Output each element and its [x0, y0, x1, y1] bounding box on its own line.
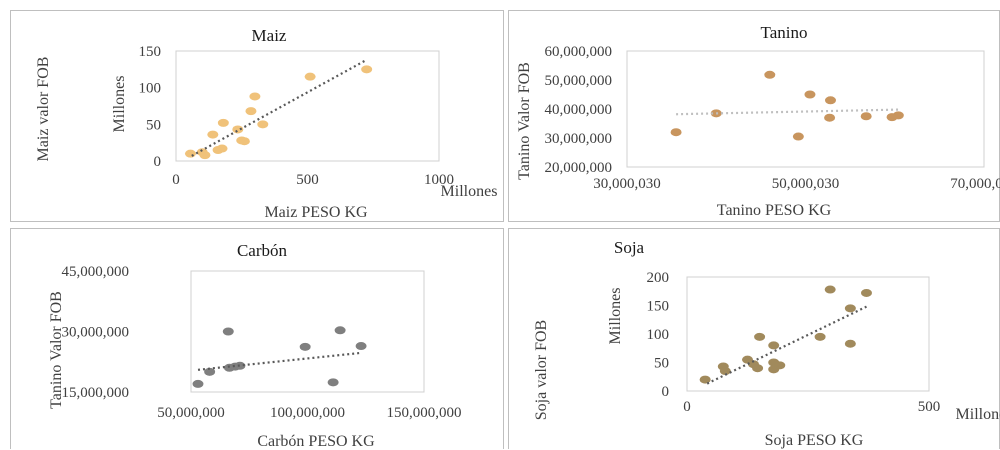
y-unit-label: Millones: [607, 288, 624, 345]
data-point: [804, 90, 816, 99]
y-axis-title: Tanino Valor FOB: [48, 291, 65, 409]
data-point: [217, 118, 229, 127]
y-unit-label: Millones: [111, 76, 128, 133]
x-tick-label: 70,000,030: [950, 176, 1000, 192]
data-point: [754, 332, 766, 341]
data-point: [355, 342, 367, 351]
y-tick-label: 50,000,000: [545, 73, 613, 89]
x-tick-label: 0: [172, 172, 180, 188]
trendline: [676, 108, 900, 116]
data-point: [892, 111, 904, 120]
data-point: [792, 132, 804, 141]
x-tick-label: 50,000,000: [157, 405, 225, 421]
trendline: [706, 305, 867, 385]
x-unit-label: Millones: [441, 183, 498, 200]
data-point: [245, 107, 257, 116]
trendline: [191, 58, 368, 157]
y-tick-label: 45,000,000: [62, 264, 130, 280]
y-tick-label: 200: [647, 270, 670, 286]
chart-title: Carbón: [237, 241, 288, 260]
data-point: [860, 288, 872, 297]
chart-title: Soja: [614, 238, 645, 257]
x-axis-title: Carbón PESO KG: [257, 433, 375, 450]
y-tick-label: 100: [139, 81, 162, 97]
data-point: [670, 128, 682, 137]
data-point: [824, 285, 836, 294]
y-tick-label: 50: [654, 356, 669, 372]
data-point: [207, 130, 219, 139]
data-point: [844, 339, 856, 348]
data-point: [238, 137, 250, 146]
data-point: [860, 112, 872, 121]
data-point: [768, 341, 780, 350]
data-point: [814, 332, 826, 341]
chart-carbon: Carbón 50,000,000 100,000,000 150,000,000 15…: [48, 241, 462, 450]
y-tick-label: 50: [146, 117, 161, 133]
data-point: [216, 144, 228, 153]
chart-title: Maiz: [252, 26, 287, 45]
plot-area: [626, 50, 985, 168]
y-tick-label: 15,000,000: [62, 385, 130, 401]
data-point: [184, 149, 196, 158]
data-point: [192, 379, 204, 388]
y-axis-title: Soja valor FOB: [533, 320, 550, 420]
y-tick-label: 60,000,000: [545, 44, 613, 60]
chart-soja: Soja 0 500 0 50 100 150 200 Soja PESO KG Soja val…: [533, 238, 1000, 449]
data-point: [361, 65, 373, 74]
plot-area: [686, 276, 930, 392]
plot-area: [175, 50, 440, 162]
y-tick-label: 40,000,000: [545, 102, 613, 118]
x-axis-title: Soja PESO KG: [765, 432, 864, 449]
x-tick-label: 30,000,030: [593, 176, 661, 192]
x-tick-label: 150,000,000: [387, 405, 462, 421]
x-tick-label: 500: [296, 172, 319, 188]
chart-panel-carbon: Carbón 50,000,000 100,000,000 150,000,000 15…: [10, 228, 504, 450]
x-unit-label: Millones: [956, 406, 1000, 423]
x-axis-title: Tanino PESO KG: [717, 202, 832, 219]
chart-title: Tanino: [761, 23, 808, 42]
data-point: [249, 92, 261, 101]
data-point: [752, 364, 764, 373]
x-axis-title: Maiz PESO KG: [264, 204, 368, 221]
y-tick-label: 30,000,000: [62, 325, 130, 341]
data-point: [824, 96, 836, 105]
data-point: [204, 367, 216, 376]
data-point: [774, 361, 786, 370]
data-point: [234, 361, 246, 370]
data-point: [764, 70, 776, 79]
x-tick-label: 50,000,030: [772, 176, 840, 192]
chart-panel-maiz: Maiz 0 500 1000 0 50 100 150 Maiz PESO KG Maiz va…: [10, 10, 504, 222]
chart-panel-tanino: Tanino 30,000,030 50,000,030 70,000,030 20,0…: [508, 10, 1000, 222]
chart-maiz: Maiz 0 500 1000 0 50 100 150 Maiz PESO KG Maiz va…: [35, 26, 498, 221]
y-axis-title: Tanino Valor FOB: [516, 62, 533, 180]
data-point: [824, 113, 836, 122]
data-point: [199, 151, 211, 160]
chart-tanino: Tanino 30,000,030 50,000,030 70,000,030 20,0…: [516, 23, 1000, 219]
trendline: [197, 351, 362, 371]
data-point: [719, 367, 731, 376]
y-tick-label: 30,000,000: [545, 131, 613, 147]
y-tick-label: 150: [647, 299, 670, 315]
data-point: [232, 125, 244, 134]
y-tick-label: 20,000,000: [545, 160, 613, 176]
x-tick-label: 0: [683, 399, 691, 415]
data-point: [334, 326, 346, 335]
data-point: [257, 120, 269, 129]
y-tick-label: 0: [662, 384, 670, 400]
x-tick-label: 100,000,000: [270, 405, 345, 421]
chart-panel-soja: Soja 0 500 0 50 100 150 200 Soja PESO KG Soja val…: [508, 228, 1000, 449]
x-tick-label: 1000: [424, 172, 454, 188]
y-tick-label: 0: [154, 154, 162, 170]
y-axis-title: Maiz valor FOB: [35, 57, 52, 162]
data-point: [304, 72, 316, 81]
plot-area: [190, 270, 425, 393]
data-point: [844, 304, 856, 313]
data-point: [299, 342, 311, 351]
y-tick-label: 150: [139, 44, 162, 60]
data-point: [699, 375, 711, 384]
data-point: [327, 378, 339, 387]
x-tick-label: 500: [918, 399, 941, 415]
data-point: [222, 327, 234, 336]
y-tick-label: 100: [647, 327, 670, 343]
